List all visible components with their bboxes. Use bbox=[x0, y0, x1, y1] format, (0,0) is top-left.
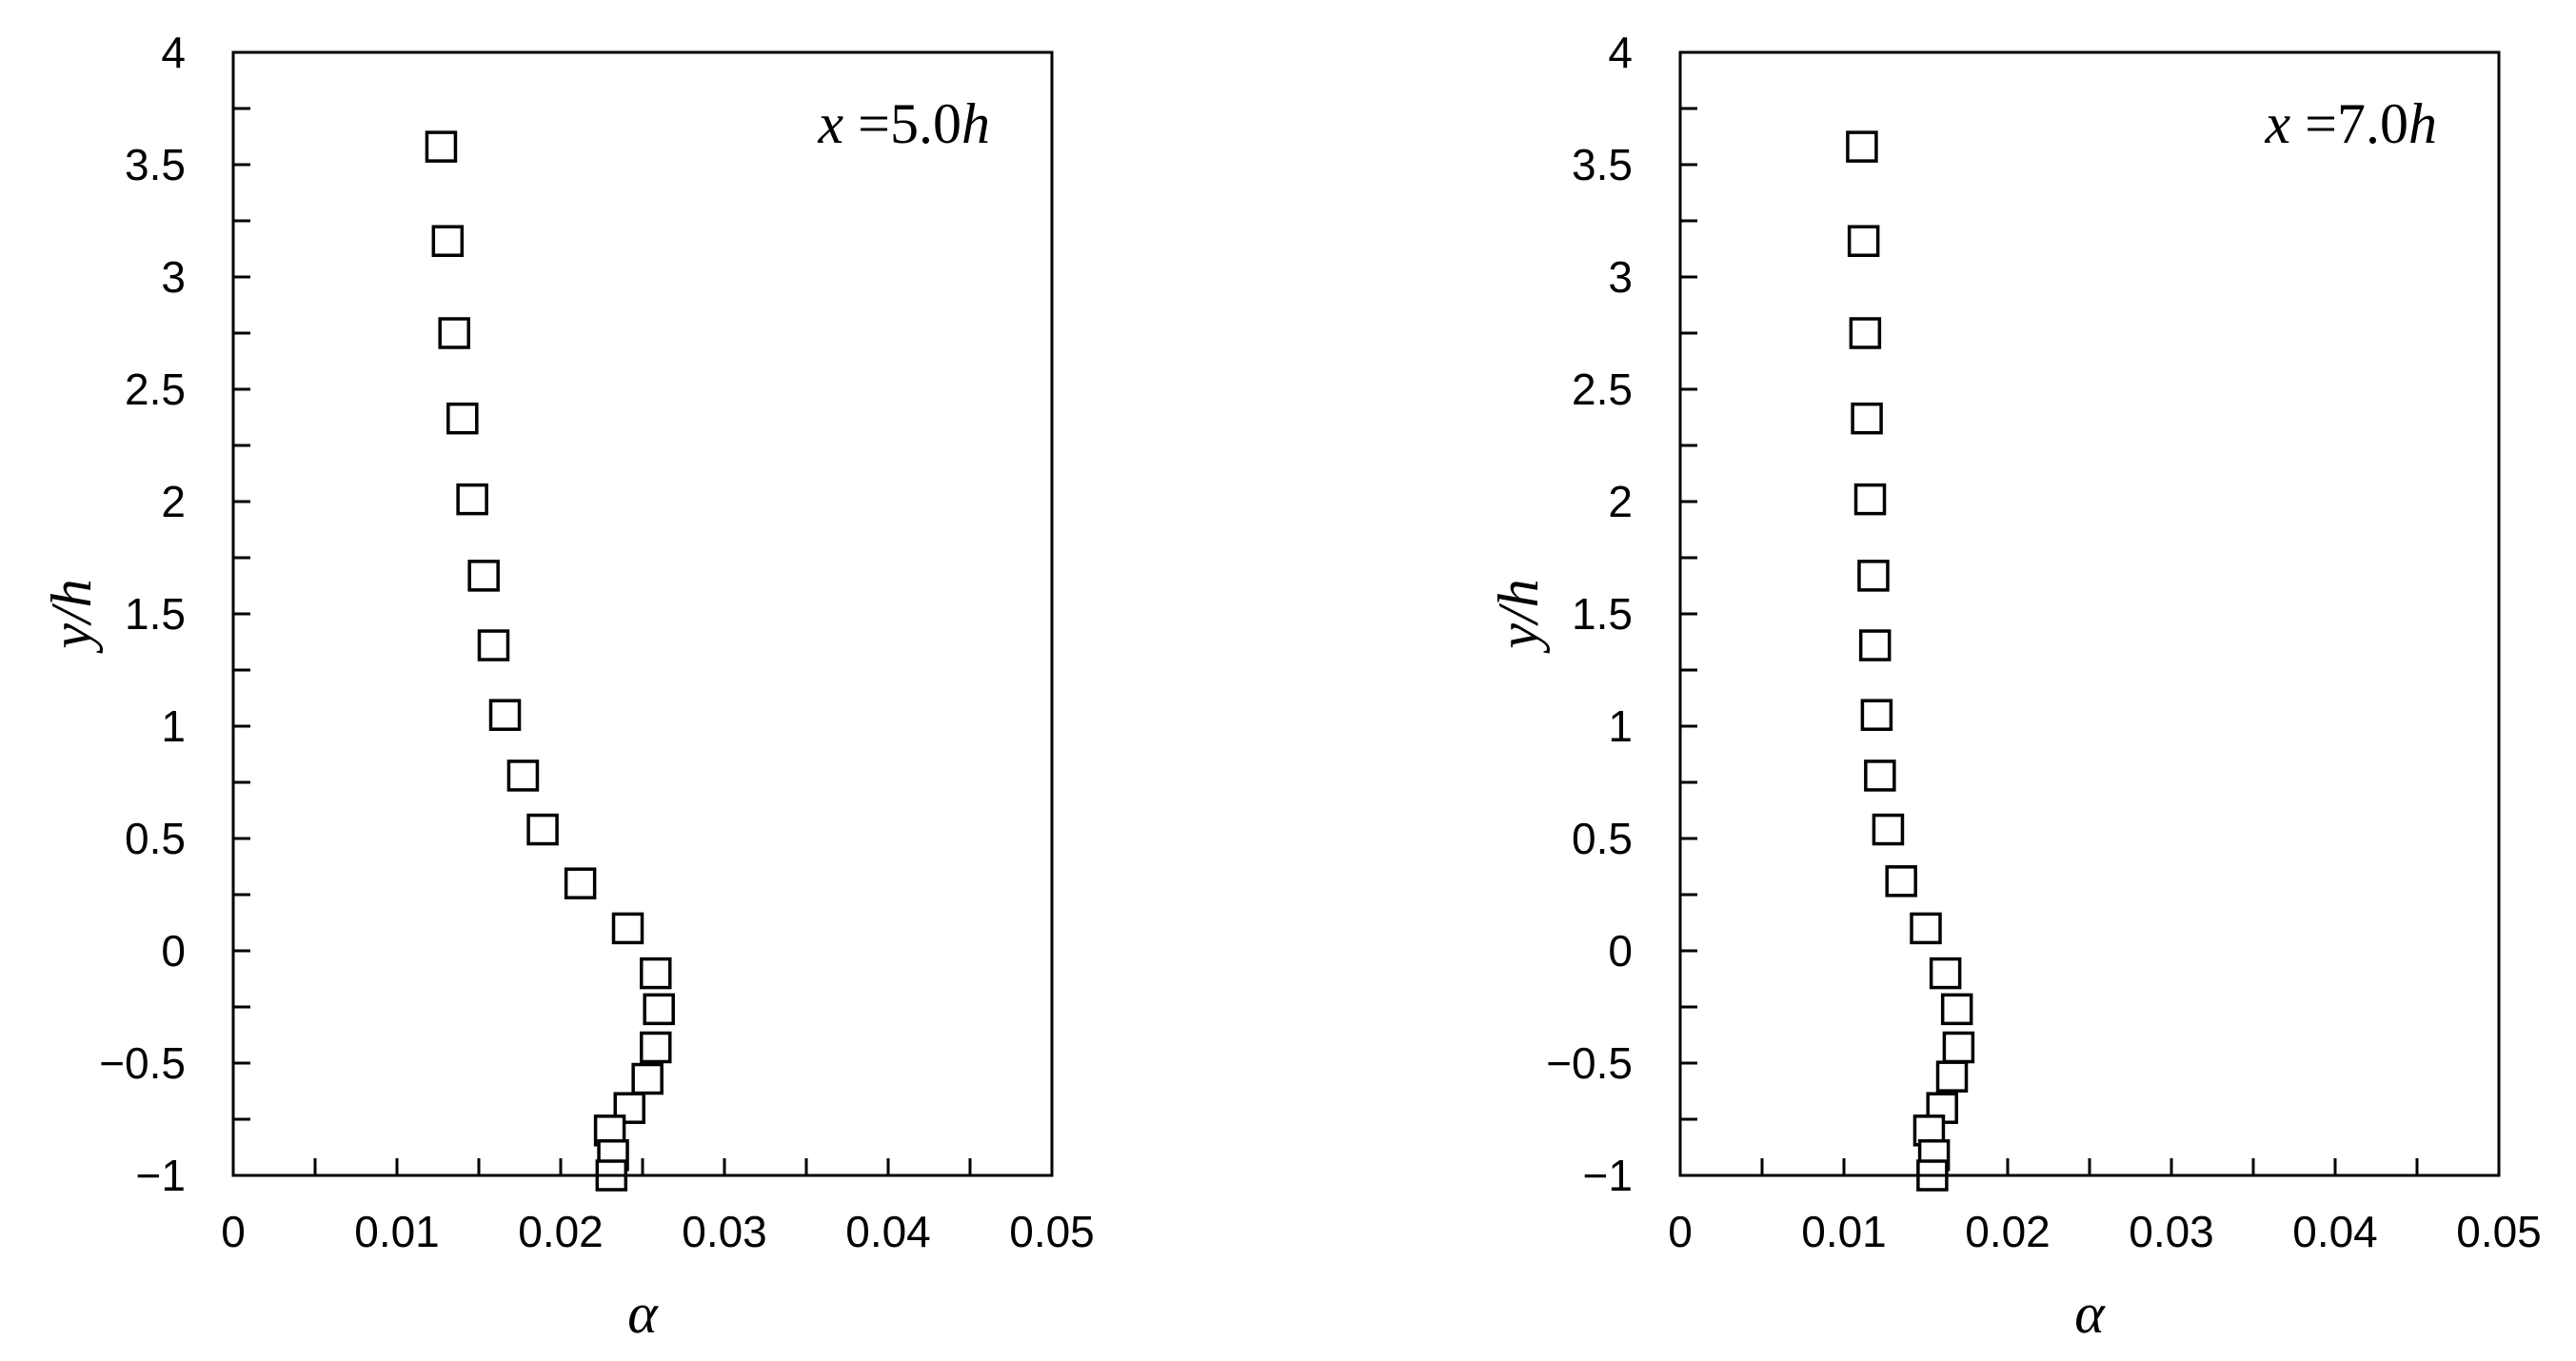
data-point-right bbox=[1849, 317, 1882, 349]
y-tick-label: 3 bbox=[161, 252, 186, 302]
data-point-left bbox=[446, 402, 479, 435]
data-point-left bbox=[640, 957, 672, 990]
x-tick-label: 0.05 bbox=[1009, 1207, 1095, 1256]
data-point-right bbox=[1935, 1060, 1969, 1093]
x-tick-label: 0.04 bbox=[2292, 1207, 2378, 1256]
y-axis-title-left: y/h bbox=[40, 579, 103, 654]
y-tick-label: 1.5 bbox=[1572, 589, 1633, 639]
data-point-left bbox=[425, 130, 458, 163]
plot-group-left: 0 0.01 0.02 0.03 0.04 0.05 4 3.5 3 2.5 2 1.5 1 0.5 0 −0… bbox=[99, 28, 1095, 1256]
plot-group-right: 0 0.01 0.02 0.03 0.04 0.05 4 3.5 3 2.5 2 1.5 1 0.5 0 −0… bbox=[1546, 28, 2542, 1256]
x-tick-label: 0.04 bbox=[845, 1207, 931, 1256]
y-tick-label: 3.5 bbox=[1572, 140, 1633, 189]
y-tick-label: −0.5 bbox=[1546, 1038, 1633, 1088]
x-tick-label: 0.02 bbox=[518, 1207, 604, 1256]
annotation-right-unit: h bbox=[2408, 92, 2437, 155]
chart-panel-right: 0 0.01 0.02 0.03 0.04 0.05 4 3.5 3 2.5 2 1.5 1 0.5 0 −0… bbox=[1487, 28, 2542, 1345]
chart-panel-left: 0 0.01 0.02 0.03 0.04 0.05 4 3.5 3 2.5 2 1.5 1 0.5 0 −0… bbox=[40, 28, 1095, 1345]
x-tick-label: 0.01 bbox=[1801, 1207, 1887, 1256]
data-point-left bbox=[506, 759, 540, 792]
data-point-left bbox=[526, 813, 559, 846]
data-point-right bbox=[1851, 402, 1883, 435]
data-point-left bbox=[643, 993, 675, 1026]
x-axis-title-left: α bbox=[627, 1282, 659, 1345]
data-point-left bbox=[564, 867, 597, 899]
data-point-right bbox=[1929, 957, 1962, 990]
data-point-left bbox=[438, 317, 470, 349]
data-point-right bbox=[1846, 130, 1878, 163]
data-point-right bbox=[1858, 629, 1892, 661]
data-point-right bbox=[1864, 759, 1896, 792]
y-tick-label: 4 bbox=[161, 28, 186, 77]
data-point-left bbox=[611, 912, 644, 945]
y-axis-title-right: y/h bbox=[1487, 579, 1550, 654]
data-point-right bbox=[1885, 865, 1917, 897]
plot-frame-right bbox=[1678, 50, 2501, 1177]
data-point-left bbox=[640, 1031, 672, 1064]
data-point-right bbox=[1860, 699, 1893, 731]
y-tick-label: 0.5 bbox=[1572, 814, 1633, 863]
data-point-left bbox=[477, 629, 510, 661]
data-point-left bbox=[467, 560, 500, 592]
data-point-right bbox=[1857, 560, 1890, 592]
x-tick-label: 0.02 bbox=[1965, 1207, 2051, 1256]
data-point-left bbox=[431, 225, 465, 257]
data-point-right bbox=[1847, 225, 1880, 257]
data-point-right bbox=[1872, 813, 1905, 846]
data-point-left bbox=[631, 1062, 664, 1095]
annotation-left-value: =5.0 bbox=[843, 92, 961, 155]
plot-frame-left bbox=[231, 50, 1054, 1177]
y-tick-label: 1 bbox=[1608, 701, 1633, 751]
y-tick-label: 0.5 bbox=[125, 814, 186, 863]
x-tick-label: 0 bbox=[221, 1207, 246, 1256]
data-point-right bbox=[1940, 993, 1973, 1026]
y-tick-label: −1 bbox=[1583, 1151, 1633, 1200]
y-tick-label: 4 bbox=[1608, 28, 1633, 77]
y-tick-label: −0.5 bbox=[99, 1038, 186, 1088]
annotation-left-variable: x bbox=[818, 92, 844, 155]
y-tick-label: 0 bbox=[161, 926, 186, 976]
annotation-left: x =5.0h bbox=[818, 92, 990, 155]
y-tick-label: 3.5 bbox=[125, 140, 186, 189]
x-tick-label: 0.01 bbox=[354, 1207, 440, 1256]
annotation-right: x =7.0h bbox=[2265, 92, 2437, 155]
annotation-left-unit: h bbox=[961, 92, 990, 155]
y-tick-label: 2.5 bbox=[1572, 365, 1633, 414]
y-tick-label: 0 bbox=[1608, 926, 1633, 976]
data-point-right bbox=[1942, 1031, 1975, 1064]
data-point-right bbox=[1910, 912, 1942, 945]
x-tick-label: 0 bbox=[1668, 1207, 1693, 1256]
x-tick-label: 0.03 bbox=[2129, 1207, 2214, 1256]
annotation-right-variable: x bbox=[2265, 92, 2291, 155]
y-tick-label: 1 bbox=[161, 701, 186, 751]
annotation-right-value: =7.0 bbox=[2290, 92, 2408, 155]
y-tick-label: 1.5 bbox=[125, 589, 186, 639]
y-tick-label: 2.5 bbox=[125, 365, 186, 414]
y-tick-label: 2 bbox=[161, 477, 186, 526]
y-tick-label: 2 bbox=[1608, 477, 1633, 526]
x-tick-label: 0.03 bbox=[682, 1207, 767, 1256]
data-point-right bbox=[1853, 483, 1887, 516]
y-tick-label: −1 bbox=[136, 1151, 186, 1200]
x-tick-label: 0.05 bbox=[2456, 1207, 2542, 1256]
y-tick-label: 3 bbox=[1608, 252, 1633, 302]
x-axis-title-right: α bbox=[2074, 1282, 2106, 1345]
data-point-left bbox=[456, 483, 488, 516]
data-point-left bbox=[488, 699, 522, 731]
